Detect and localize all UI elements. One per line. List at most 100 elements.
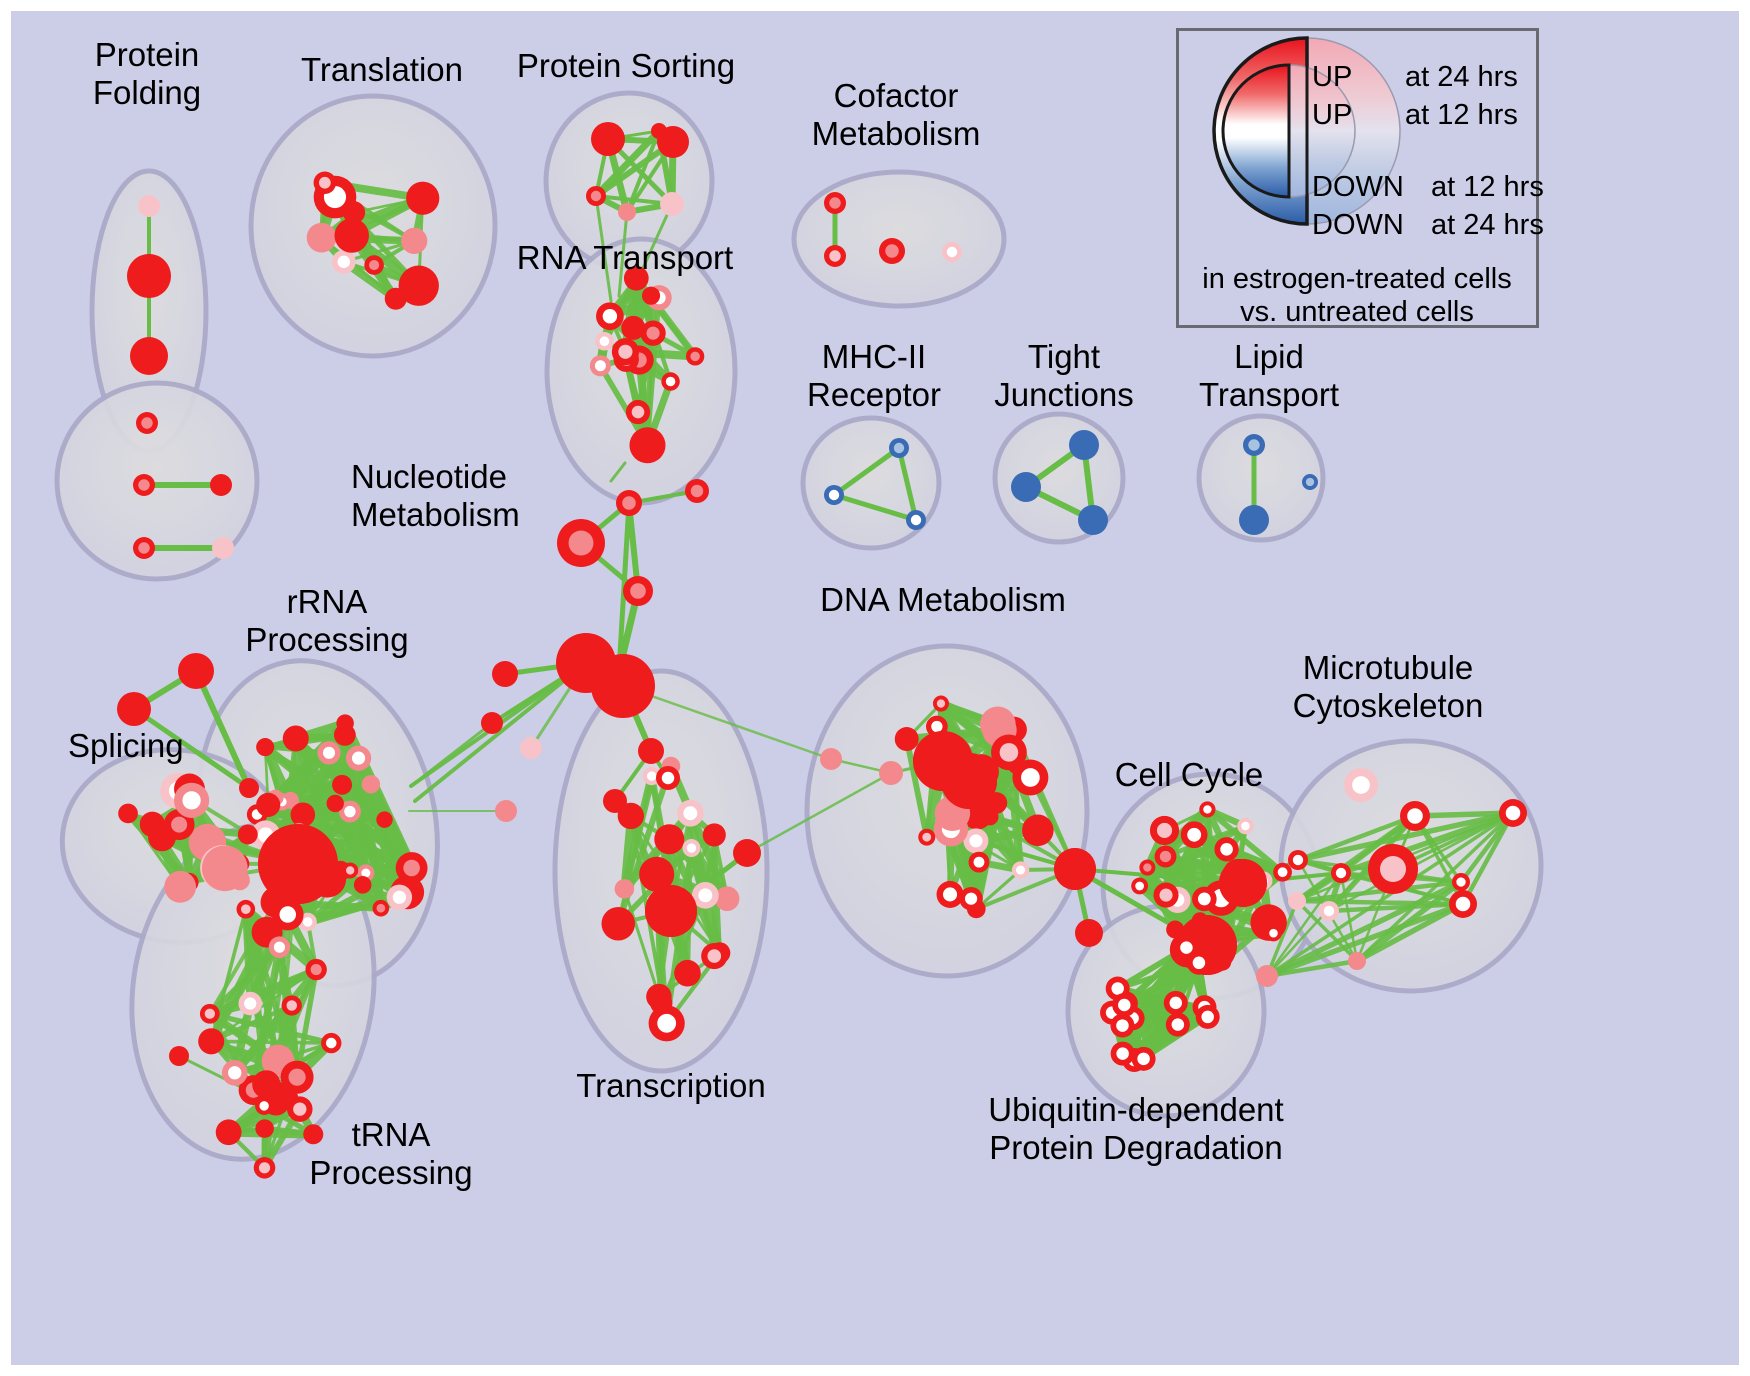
node-spine-2-inner <box>690 484 704 498</box>
node-trna-10-inner <box>286 1000 298 1011</box>
node-nuc-4-outer <box>212 537 234 559</box>
node-dna-19-inner <box>931 720 943 733</box>
node-nuc-1-inner <box>138 479 150 491</box>
node-psort-2-inner <box>590 190 602 202</box>
network-edge <box>592 127 663 200</box>
legend-time-3: at 24 hrs <box>1431 209 1544 241</box>
network-nodes <box>117 122 1527 1179</box>
node-lipid-1-outer <box>1239 505 1269 535</box>
node-lipid-0-inner <box>1248 439 1260 451</box>
node-cellcycle-9-inner <box>1143 863 1152 872</box>
network-edge <box>903 736 930 841</box>
cluster-label-translation: Translation <box>300 51 464 88</box>
legend-state-3: DOWN <box>1312 209 1404 241</box>
node-rna-transport-13-outer <box>641 286 661 305</box>
node-trna-5-inner <box>310 963 322 976</box>
cluster-label-cell-cycle: Cell Cycle <box>1114 756 1264 793</box>
network-edge <box>320 236 398 301</box>
legend-caption-line2: vs. untreated cells <box>1240 296 1474 328</box>
node-ubi-10-inner <box>1171 1018 1185 1031</box>
node-ubi-6-inner <box>1116 1019 1129 1032</box>
node-rrna-21-inner <box>392 890 406 904</box>
legend-state-0: UP <box>1312 61 1353 93</box>
node-splicing-14-inner <box>182 791 201 810</box>
node-trna-14-inner <box>240 904 251 915</box>
network-edge <box>974 868 1023 911</box>
node-mhc-2-inner <box>910 514 922 526</box>
network-edge <box>831 445 902 498</box>
node-rrna-20-inner <box>322 746 336 759</box>
node-rrna-29-outer <box>256 792 281 817</box>
network-edge <box>253 811 388 824</box>
network-edge <box>745 771 893 855</box>
node-ubi-8-inner <box>1116 1047 1129 1060</box>
node-transcription-4-inner <box>647 771 657 781</box>
node-rrna-7-outer <box>332 774 353 795</box>
network-edge <box>1294 879 1464 904</box>
legend-inner-core <box>1221 63 1291 199</box>
node-translation-5-outer <box>401 227 428 255</box>
network-edge <box>896 445 919 523</box>
network-edge <box>617 210 629 298</box>
node-dna-16-inner <box>936 699 946 708</box>
network-edge <box>622 887 663 1005</box>
cluster-label-splicing: Splicing <box>68 727 184 764</box>
node-rrna-19-outer <box>361 775 381 794</box>
network-edge <box>625 129 661 214</box>
legend-state-1: UP <box>1312 99 1353 131</box>
node-dna-14-outer <box>1022 814 1054 847</box>
node-ubi-0-inner <box>1169 996 1183 1010</box>
node-trx-top1-inner <box>661 771 675 785</box>
node-dna-24-outer <box>894 727 919 751</box>
node-ubi-12-inner <box>1201 1010 1214 1024</box>
node-trna-lobe-5-inner <box>259 1101 269 1111</box>
node-trna-lobe-4-inner <box>258 1162 271 1174</box>
node-mt-9-inner <box>1292 854 1304 866</box>
network-edge <box>1295 813 1418 863</box>
network-edge <box>131 706 252 791</box>
node-translation-1-inner <box>337 255 350 269</box>
node-rna-transport-14-outer <box>623 265 649 291</box>
node-spine-6-outer <box>492 661 518 687</box>
node-spine-0-inner <box>622 496 636 510</box>
node-psort-3-outer <box>618 203 636 221</box>
node-trx-right-outer <box>733 839 761 867</box>
node-trna-4-inner <box>273 941 286 953</box>
cluster-label-tight-junctions: Tight Junctions <box>994 338 1134 413</box>
network-edge <box>1265 871 1343 978</box>
node-rrna-15-inner <box>346 866 355 875</box>
node-cellcycle-16-inner <box>1220 842 1233 856</box>
node-transcription-0-outer <box>601 906 636 941</box>
node-cellcycle-10-inner <box>1187 827 1202 842</box>
node-cc-hub1-top-outer <box>1219 859 1267 907</box>
node-trna-11-inner <box>325 1037 337 1049</box>
network-edge <box>1265 811 1515 978</box>
node-nuc-2-outer <box>210 474 232 496</box>
node-dna-0-inner <box>1016 865 1026 875</box>
network-edge <box>1354 879 1464 964</box>
network-edge <box>409 721 494 788</box>
node-dna-10-outer <box>979 706 1016 743</box>
legend-time-0: at 24 hrs <box>1405 61 1518 93</box>
node-cellcycle-18-inner <box>1159 888 1173 902</box>
node-trna-1-inner <box>204 1008 215 1019</box>
node-rna-transport-4-inner <box>594 360 606 372</box>
node-translation-6-outer <box>306 222 337 253</box>
node-dna-12-inner <box>973 856 985 868</box>
node-rrna-5-inner <box>344 805 356 818</box>
node-trx-hub-top-outer <box>645 885 697 937</box>
network-edge <box>594 194 674 206</box>
node-rna-transport-9-inner <box>599 336 610 347</box>
node-rna-transport-15-inner <box>690 351 700 362</box>
node-dna-hub2-top-outer <box>941 753 997 809</box>
node-mt-11-outer <box>1256 965 1278 987</box>
network-edge <box>1172 831 1197 933</box>
node-transcription-3-outer <box>654 824 685 855</box>
node-splicing-7-outer <box>139 811 166 837</box>
node-mt-4-inner <box>1455 896 1471 912</box>
node-transcription-2-inner <box>683 806 698 821</box>
cluster-label-protein-sorting: Protein Sorting <box>516 47 736 84</box>
legend-time-2: at 12 hrs <box>1431 171 1544 203</box>
node-translation-0-inner <box>369 259 380 271</box>
node-tj-1-outer <box>1011 472 1041 502</box>
